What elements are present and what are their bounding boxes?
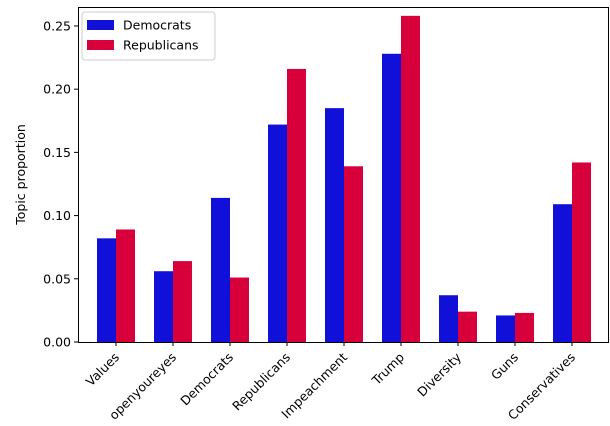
- y-tick-label: 0.00: [43, 335, 71, 350]
- bar-republicans-republicans: [287, 68, 306, 343]
- x-tick-label: Guns: [488, 350, 521, 383]
- legend: Democrats Republicans: [81, 11, 216, 61]
- legend-label-republicans: Republicans: [123, 38, 199, 53]
- bar-republicans-guns: [515, 312, 534, 342]
- y-tick-label: 0.25: [43, 18, 71, 33]
- bars-layer: [97, 15, 591, 343]
- x-axis: ValuesopenyoureyesDemocratsRepublicansIm…: [83, 342, 578, 423]
- y-tick-label: 0.20: [43, 82, 71, 97]
- bar-republicans-openyoureyes: [173, 261, 192, 342]
- legend-swatch-republicans: [87, 40, 114, 50]
- bar-democrats-conservatives: [553, 204, 572, 342]
- bar-republicans-conservatives: [572, 162, 591, 342]
- bar-democrats-republicans: [268, 124, 287, 342]
- bar-republicans-trump: [401, 15, 420, 342]
- bar-republicans-diversity: [458, 311, 477, 342]
- bar-democrats-diversity: [439, 295, 458, 342]
- legend-swatch-democrats: [87, 20, 114, 30]
- y-axis: 0.00 0.05 0.10 0.15 0.20 0.25: [43, 18, 78, 350]
- y-tick-label: 0.15: [43, 145, 71, 160]
- legend-box: [81, 11, 216, 61]
- bar-democrats-values: [97, 238, 116, 342]
- x-tick-label: Diversity: [414, 349, 464, 399]
- bar-democrats-openyoureyes: [154, 271, 173, 342]
- plot-frame: [78, 7, 609, 343]
- y-tick-label: 0.05: [43, 271, 71, 286]
- bar-democrats-impeachment: [325, 108, 344, 342]
- x-tick-label: Values: [83, 350, 122, 389]
- bar-democrats-guns: [496, 315, 515, 342]
- bar-republicans-impeachment: [344, 166, 363, 342]
- bar-republicans-values: [116, 229, 135, 342]
- y-tick-label: 0.10: [43, 208, 71, 223]
- bar-democrats-democrats: [211, 197, 230, 342]
- x-tick-label: Democrats: [177, 350, 236, 409]
- y-axis-label: Topic proportion: [13, 124, 28, 226]
- bar-republicans-democrats: [230, 277, 249, 342]
- x-tick-label: Republicans: [229, 350, 293, 414]
- bar-democrats-trump: [382, 53, 401, 342]
- x-tick-label: Trump: [368, 349, 407, 388]
- legend-label-democrats: Democrats: [123, 18, 191, 33]
